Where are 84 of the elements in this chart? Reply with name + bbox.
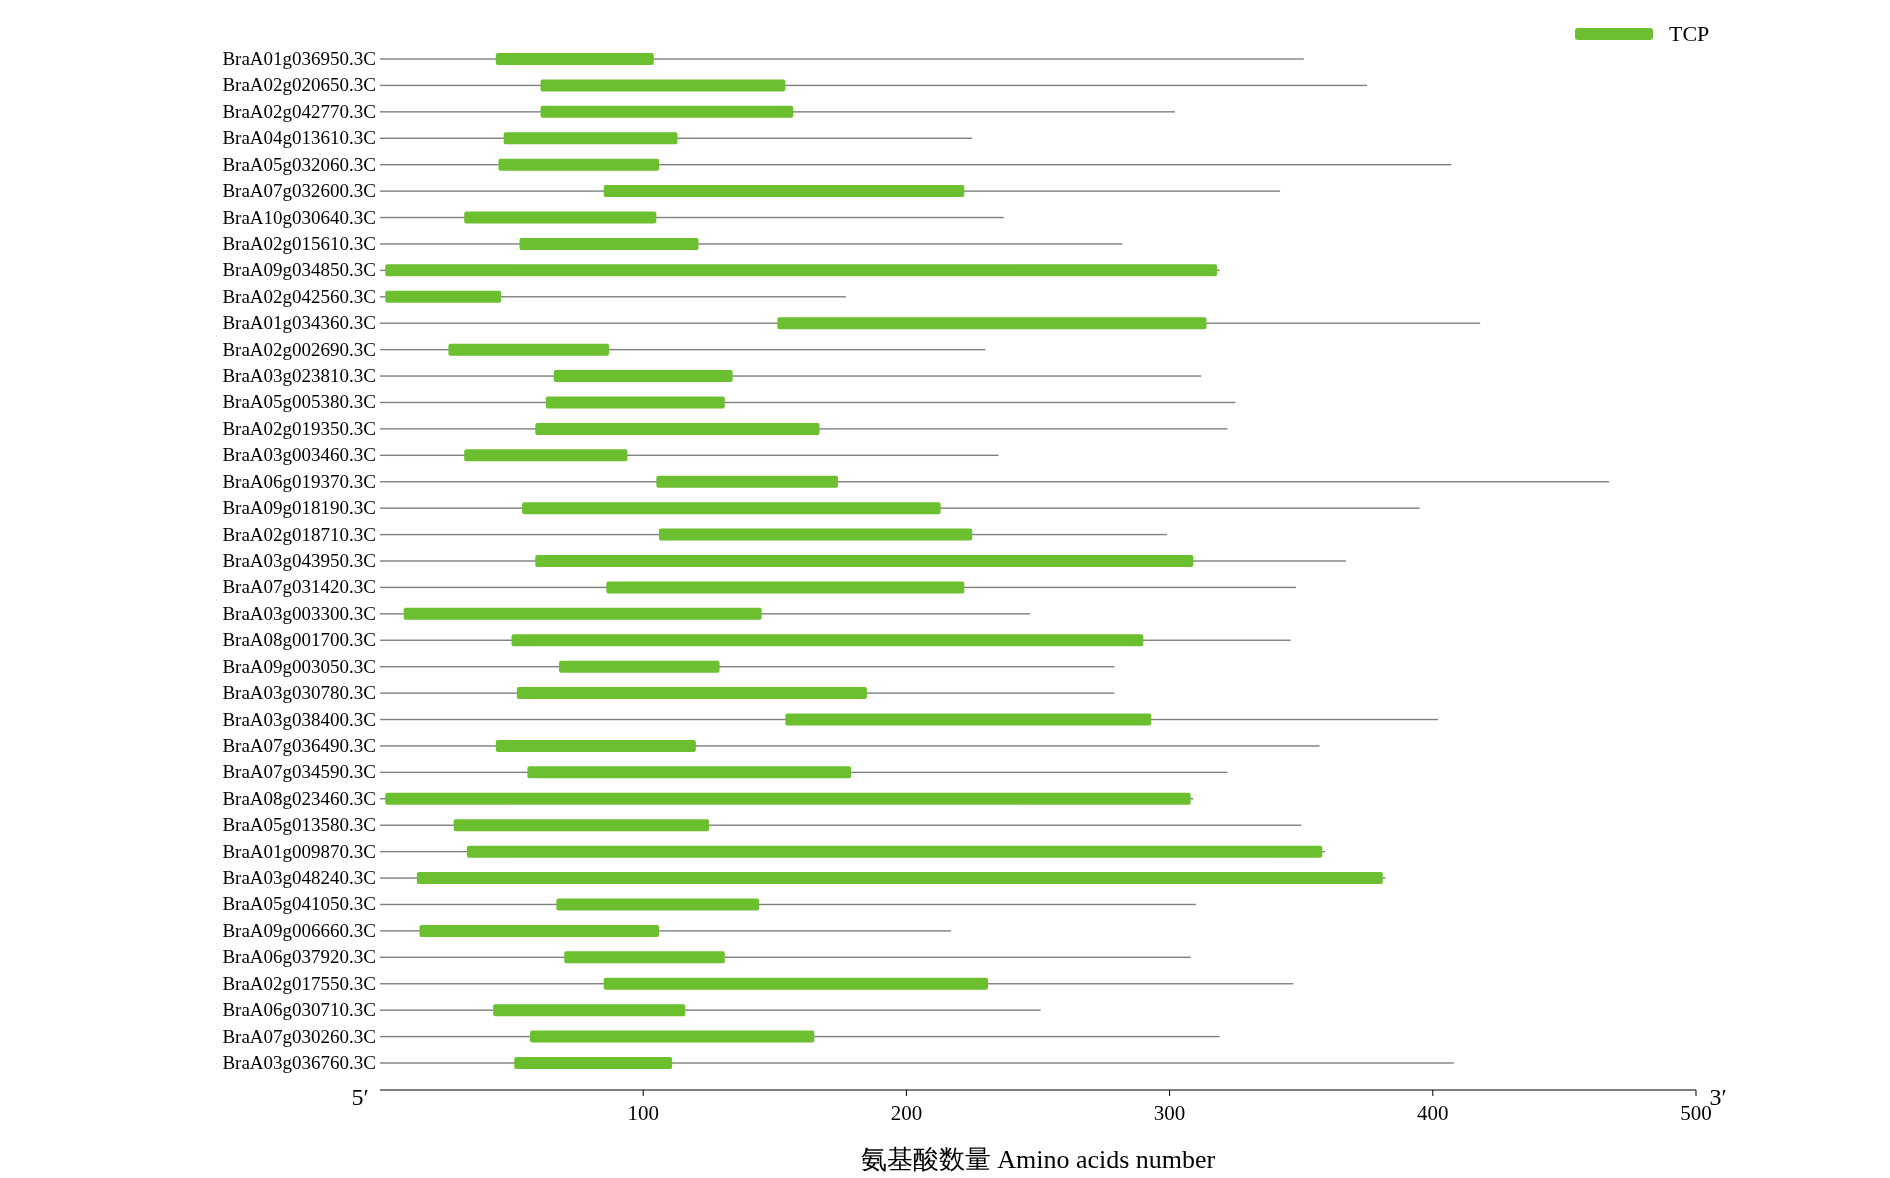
text: 5′ xyxy=(351,1084,369,1110)
bar xyxy=(511,634,1144,647)
x-tick-label: 400 xyxy=(1417,1101,1449,1125)
y-tick-label: BraA08g023460.3C xyxy=(222,787,376,809)
y-tick-label: BraA07g031420.3C xyxy=(222,576,376,598)
y-tick-label: BraA03g023810.3C xyxy=(222,365,376,387)
y-tick-label: BraA06g030710.3C xyxy=(222,999,376,1021)
bar xyxy=(540,105,794,118)
y-tick-label: BraA02g042770.3C xyxy=(222,100,376,122)
y-tick-label: BraA03g003460.3C xyxy=(222,444,376,466)
y-tick-label: BraA06g037920.3C xyxy=(222,946,376,968)
bar xyxy=(385,792,1191,805)
bar xyxy=(514,1057,673,1069)
legend-label: TCP xyxy=(1669,21,1710,46)
x-tick-label: 100 xyxy=(627,1101,659,1125)
y-tick-label: BraA02g019350.3C xyxy=(222,417,376,439)
y-tick-label: BraA02g002690.3C xyxy=(222,338,376,360)
bar xyxy=(495,53,654,65)
bar xyxy=(385,290,502,303)
bar xyxy=(493,1004,686,1017)
bar xyxy=(448,343,609,356)
bar xyxy=(564,951,725,964)
bar xyxy=(453,819,709,832)
y-tick-label: BraA07g032600.3C xyxy=(222,180,376,202)
y-tick-label: BraA07g034590.3C xyxy=(222,761,376,783)
bar xyxy=(658,528,973,541)
y-tick-label: BraA01g034360.3C xyxy=(222,312,376,334)
y-tick-label: BraA07g030260.3C xyxy=(222,1025,376,1047)
y-tick-label: BraA06g019370.3C xyxy=(222,470,376,492)
y-tick-label: BraA01g036950.3C xyxy=(222,48,376,69)
bar xyxy=(656,475,838,488)
y-tick-label: BraA03g003300.3C xyxy=(222,602,376,624)
bar xyxy=(540,79,786,92)
y-tick-label: BraA05g041050.3C xyxy=(222,893,376,915)
y-tick-label: BraA02g017550.3C xyxy=(222,972,376,994)
bar xyxy=(603,977,988,990)
x-tick-label: 300 xyxy=(1153,1101,1186,1125)
bar xyxy=(466,845,1323,858)
bar xyxy=(495,739,696,752)
bar xyxy=(606,581,965,594)
bar xyxy=(785,713,1152,726)
bar xyxy=(556,898,760,911)
bar xyxy=(385,264,1217,277)
bar xyxy=(464,211,657,224)
bar xyxy=(503,132,678,145)
bar xyxy=(419,924,659,937)
y-tick-label: BraA09g006660.3C xyxy=(222,919,376,941)
y-tick-label: BraA03g048240.3C xyxy=(222,867,376,889)
bar xyxy=(527,766,852,779)
bar xyxy=(464,449,628,462)
bar xyxy=(519,237,699,250)
x-axis-title: 氨基酸数量 Amino acids number xyxy=(860,1145,1216,1174)
y-tick-label: BraA03g030780.3C xyxy=(222,682,376,704)
y-tick-label: BraA02g020650.3C xyxy=(222,74,376,96)
x-tick-label: 200 xyxy=(890,1101,923,1125)
bar xyxy=(516,687,867,700)
y-tick-label: BraA02g018710.3C xyxy=(222,523,376,545)
bar xyxy=(530,1030,815,1043)
bar xyxy=(522,502,941,515)
bar xyxy=(777,317,1207,330)
bar xyxy=(553,370,733,383)
bar xyxy=(498,158,659,171)
y-tick-label: BraA07g036490.3C xyxy=(222,734,376,756)
y-tick-label: BraA05g032060.3C xyxy=(222,153,376,175)
y-tick-label: BraA02g042560.3C xyxy=(222,285,376,307)
bar xyxy=(603,185,965,198)
y-tick-label: BraA09g034850.3C xyxy=(222,259,376,281)
y-tick-label: BraA10g030640.3C xyxy=(222,206,376,228)
y-tick-label: BraA08g001700.3C xyxy=(222,629,376,651)
bar xyxy=(545,396,725,409)
y-tick-label: BraA03g036760.3C xyxy=(222,1052,376,1073)
y-tick-label: BraA01g009870.3C xyxy=(222,840,376,862)
y-tick-label: BraA05g013580.3C xyxy=(222,814,376,836)
y-tick-label: BraA09g003050.3C xyxy=(222,655,376,677)
bar xyxy=(558,660,720,673)
y-tick-label: BraA09g018190.3C xyxy=(222,497,376,519)
bar xyxy=(535,422,820,435)
y-tick-label: BraA03g038400.3C xyxy=(222,708,376,730)
y-tick-label: BraA05g005380.3C xyxy=(222,391,376,413)
y-tick-label: BraA02g015610.3C xyxy=(222,232,376,254)
y-tick-label: BraA04g013610.3C xyxy=(222,127,376,149)
y-tick-label: BraA03g043950.3C xyxy=(222,550,376,571)
bar xyxy=(535,555,1194,567)
bar xyxy=(403,607,762,620)
